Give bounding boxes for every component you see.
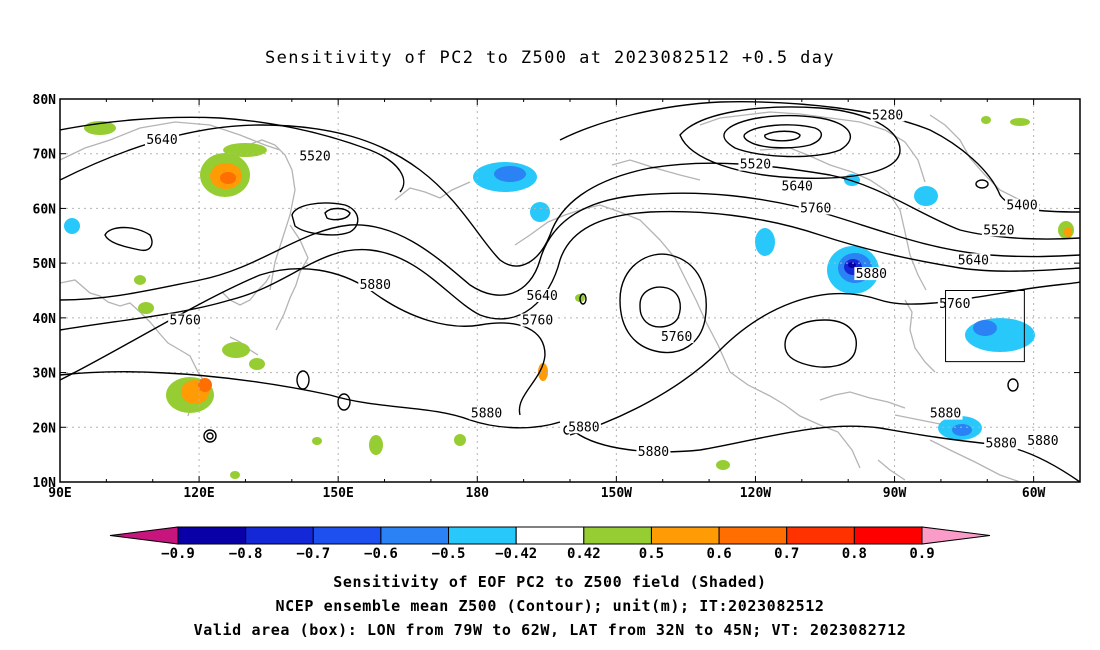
axis-ticks: [59, 98, 1080, 483]
lat-label: 80N: [33, 93, 57, 108]
longitude-labels: 90E 120E 150E 180 150W 120W 90W 60W: [48, 486, 1045, 501]
lat-label: 10N: [33, 476, 57, 491]
contour-label: 5520: [983, 223, 1014, 238]
contour-label-bg: [928, 406, 963, 420]
colorbar-label: −0.6: [364, 546, 398, 562]
colorbar-segment: [650, 526, 720, 545]
contour-label: 5640: [527, 289, 558, 304]
contour-label-bg: [525, 288, 560, 302]
contour-label-bg: [798, 201, 833, 215]
contour-label-bg: [984, 436, 1019, 450]
valid-area-box: [945, 290, 1025, 363]
colorbar-label: 0.7: [774, 546, 799, 562]
contour-label-bg: [145, 133, 179, 147]
contour-label: 5760: [939, 297, 970, 312]
sensitivity-shading: [64, 116, 1074, 479]
contour-label: 5880: [638, 445, 669, 460]
contour-label-bg: [1005, 198, 1040, 212]
lon-label: 180: [466, 486, 490, 501]
contour-label: 5760: [522, 314, 553, 329]
colorbar-segment: [312, 526, 382, 545]
colorbar-segment: [380, 526, 450, 545]
lat-label: 50N: [33, 257, 57, 272]
colorbar-label: −0.42: [495, 546, 537, 562]
contour-label: 5760: [800, 201, 831, 216]
contour-label: 5400: [1006, 199, 1037, 214]
contour-label-bg: [937, 297, 972, 311]
colorbar-segment: [718, 526, 788, 545]
latitude-labels: 80N 70N 60N 50N 40N 30N 20N 10N: [33, 93, 57, 491]
contour-label: 5880: [360, 278, 391, 293]
colorbar-label: 0.8: [842, 546, 867, 562]
colorbar-label: 0.9: [909, 546, 934, 562]
contour-label: 5520: [740, 158, 771, 173]
contour-label-bg: [870, 108, 905, 122]
lat-label: 40N: [33, 312, 57, 327]
contour-label: 5880: [930, 407, 961, 422]
lat-label: 60N: [33, 202, 57, 217]
caption-line-3: Valid area (box): LON from 79W to 62W, L…: [193, 621, 907, 639]
contour-label-bg: [566, 420, 601, 434]
lon-label: 150W: [601, 486, 632, 501]
contour-label: 5760: [661, 330, 692, 345]
caption-line-2: NCEP ensemble mean Z500 (Contour); unit(…: [275, 597, 825, 615]
contour-label-bg: [469, 406, 504, 420]
contour-label: 5280: [872, 108, 903, 123]
lat-label: 20N: [33, 421, 57, 436]
colorbar-labels: −0.9 −0.8 −0.7 −0.6 −0.5 −0.42 0.42 0.5 0.6 0.7 0.…: [161, 546, 935, 562]
contour-labels: 5280 5400 5520 5520 5520 5640 5640 5640 5640 5760…: [145, 108, 1060, 460]
colorbar-segment: [786, 526, 855, 545]
contour-label-bg: [1025, 433, 1060, 447]
colorbar-label: −0.9: [161, 546, 195, 562]
contour-label-bg: [358, 278, 393, 292]
colorbar-segment: [448, 526, 517, 545]
lat-label: 70N: [33, 148, 57, 163]
contour-label-bg: [738, 157, 773, 171]
colorbar-under-triangle: [109, 526, 179, 545]
colorbar-over-triangle: [921, 526, 991, 545]
page-title: Sensitivity of PC2 to Z500 at 2023082512…: [264, 48, 836, 68]
colorbar-segment: [583, 526, 652, 545]
colorbar-label: −0.8: [229, 546, 263, 562]
colorbar-segment: [245, 526, 314, 545]
contour-label: 5880: [986, 437, 1017, 452]
colorbar-label: −0.7: [296, 546, 330, 562]
colorbar-label: 0.42: [567, 546, 601, 562]
lon-label: 60W: [1022, 486, 1046, 501]
caption-line-1: Sensitivity of EOF PC2 to Z500 field (Sh…: [333, 573, 767, 591]
contour-label: 5640: [782, 180, 813, 195]
contour-label: 5880: [1027, 434, 1058, 449]
colorbar-label: −0.5: [432, 546, 466, 562]
colorbar-segment: [515, 526, 585, 545]
lat-label: 30N: [33, 367, 57, 382]
lon-label: 90W: [883, 486, 907, 501]
contour-label-bg: [659, 330, 694, 344]
contour-label: 5880: [471, 407, 502, 422]
contour-label: 5640: [146, 133, 177, 148]
contour-label-bg: [636, 444, 671, 458]
colorbar-segment: [177, 526, 247, 545]
contour-label-bg: [854, 267, 889, 281]
lon-label: 150E: [323, 486, 354, 501]
contour-label-bg: [168, 313, 203, 327]
contour-label-bg: [298, 149, 332, 163]
contour-label-bg: [520, 313, 555, 327]
contour-label-bg: [981, 223, 1016, 237]
colorbar-label: 0.6: [706, 546, 731, 562]
z500-contours: [60, 101, 1080, 482]
colorbar-label: 0.5: [639, 546, 664, 562]
lon-label: 120E: [183, 486, 214, 501]
colorbar: [109, 526, 991, 545]
contour-label: 5880: [856, 267, 887, 282]
contour-label: 5880: [568, 420, 599, 435]
contour-label-bg: [780, 179, 815, 193]
lon-label: 90E: [48, 486, 71, 501]
colorbar-segment: [853, 526, 923, 545]
contour-label: 5640: [958, 253, 989, 268]
contour-label: 5520: [299, 149, 330, 164]
contour-label: 5760: [170, 314, 201, 329]
lon-label: 120W: [740, 486, 771, 501]
contour-label-bg: [956, 253, 991, 267]
